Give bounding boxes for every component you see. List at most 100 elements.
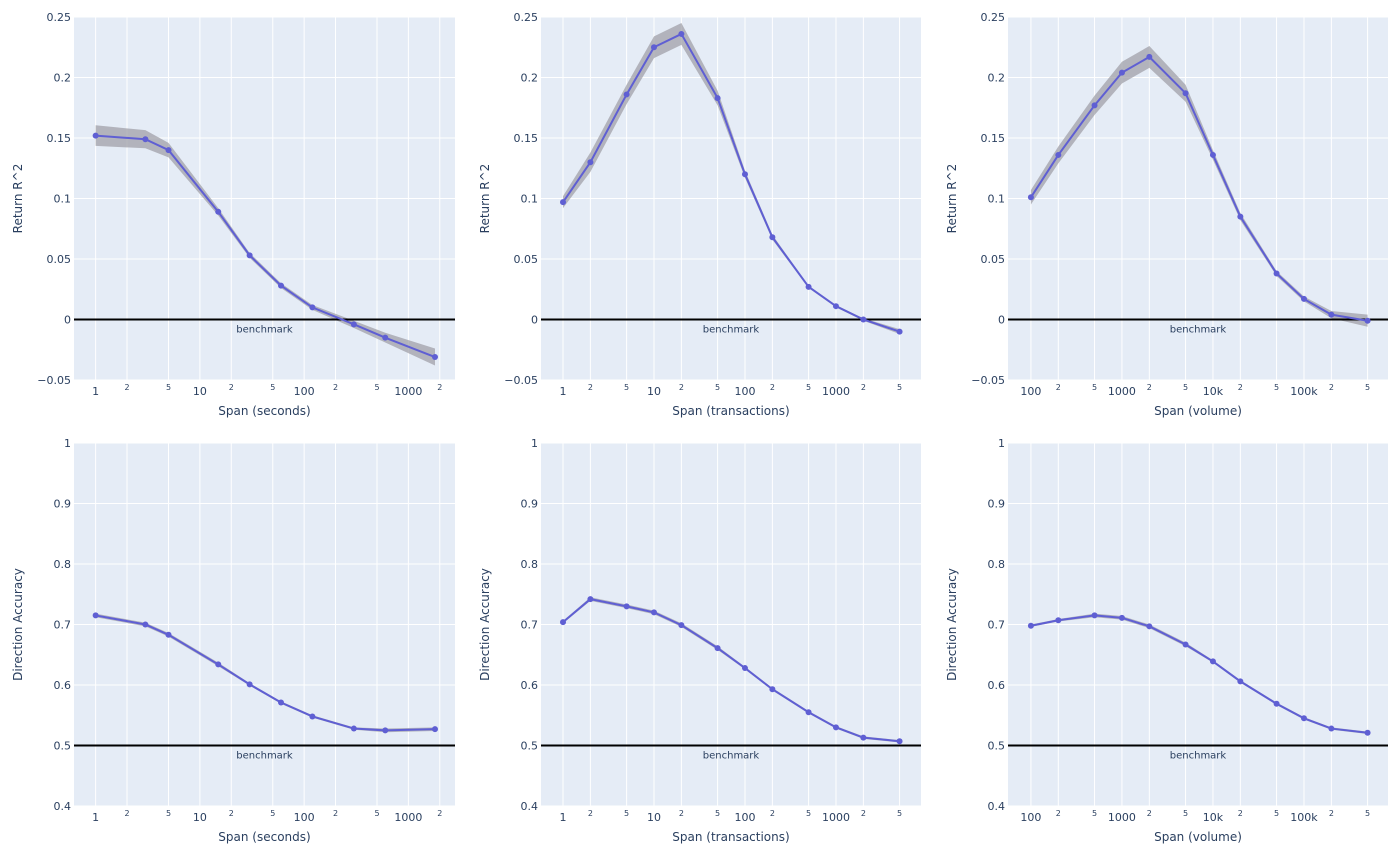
y-tick-label: 1: [998, 437, 1005, 450]
y-tick-label: 0.9: [988, 498, 1006, 511]
data-point: [805, 709, 812, 716]
x-tick-label: 100: [294, 811, 315, 824]
data-point: [1027, 622, 1034, 629]
x-tick-label: 2: [1147, 809, 1152, 818]
x-tick-label: 5: [624, 383, 629, 392]
y-axis-title: Return R^2: [945, 164, 959, 234]
x-tick-label: 2: [124, 383, 129, 392]
x-tick-label: 2: [229, 383, 234, 392]
y-tick-label: 1: [64, 437, 71, 450]
x-tick-label: 1000: [822, 385, 850, 398]
x-tick-label: 5: [897, 383, 902, 392]
x-tick-label: 1000: [394, 811, 422, 824]
data-point: [832, 724, 839, 731]
data-point: [309, 304, 316, 311]
data-point: [350, 321, 357, 328]
y-tick-label: 0.7: [521, 619, 539, 632]
x-tick-label: 2: [333, 383, 338, 392]
y-tick-label: 0.4: [521, 800, 539, 813]
data-point: [1273, 700, 1280, 707]
data-point: [587, 596, 594, 603]
x-tick-label: 2: [437, 809, 442, 818]
y-tick-label: 0.5: [54, 740, 72, 753]
x-tick-label: 5: [166, 809, 171, 818]
data-point: [741, 171, 748, 178]
data-point: [678, 622, 685, 629]
x-tick-label: 100: [1020, 385, 1041, 398]
y-tick-label: −0.05: [971, 374, 1005, 387]
x-tick-label: 2: [861, 809, 866, 818]
x-tick-label: 100: [1020, 811, 1041, 824]
data-point: [832, 303, 839, 310]
series-line: [1030, 614, 1368, 734]
x-tick-label: 100k: [1290, 811, 1318, 824]
data-point: [1300, 715, 1307, 722]
x-tick-label: 2: [124, 809, 129, 818]
x-tick-label: 5: [166, 383, 171, 392]
confidence-band: [95, 125, 435, 366]
data-point: [860, 316, 867, 323]
x-tick-label: 5: [270, 383, 275, 392]
data-point: [215, 208, 222, 215]
x-tick-label: 2: [679, 383, 684, 392]
x-tick-label: 2: [588, 383, 593, 392]
data-point: [431, 354, 438, 361]
y-tick-label: 0.1: [54, 193, 72, 206]
y-tick-label: 0.7: [988, 619, 1006, 632]
x-tick-label: 2: [770, 809, 775, 818]
y-tick-label: 0.25: [47, 11, 72, 24]
x-tick-label: 2: [229, 809, 234, 818]
data-point: [215, 661, 222, 668]
y-tick-label: 0.15: [981, 132, 1006, 145]
x-axis-title: Span (transactions): [672, 830, 789, 844]
x-tick-label: 1: [560, 811, 567, 824]
data-point: [560, 199, 567, 206]
x-tick-label: 5: [374, 383, 379, 392]
x-tick-label: 10k: [1203, 811, 1224, 824]
x-tick-label: 2: [1329, 809, 1334, 818]
data-point: [278, 282, 285, 289]
x-tick-label: 2: [1056, 809, 1061, 818]
data-point: [1273, 270, 1280, 277]
data-point: [246, 252, 253, 259]
data-point: [1364, 317, 1371, 324]
x-tick-label: 2: [1329, 383, 1334, 392]
y-tick-label: 0.15: [514, 132, 539, 145]
x-tick-label: 2: [1056, 383, 1061, 392]
y-tick-label: 0.05: [47, 253, 72, 266]
y-tick-label: 0: [531, 314, 538, 327]
x-tick-label: 2: [770, 383, 775, 392]
data-point: [165, 631, 172, 638]
subplot-6: 0.4 0.5 0.6 0.7 0.8 0.9 1 100 2 5 1000 2 5 10k 2 5 100k 2…: [945, 437, 1388, 844]
y-tick-label: 0.2: [521, 72, 539, 85]
x-tick-label: 2: [588, 809, 593, 818]
x-tick-label: 5: [1274, 809, 1279, 818]
y-tick-label: 0.6: [54, 679, 72, 692]
x-axis-title: Span (seconds): [218, 830, 310, 844]
data-point: [142, 136, 149, 143]
subplot-1: −0.05 0 0.05 0.1 0.15 0.2 0.25 1 2 5 10 2 5 100 2 5 1000…: [11, 11, 455, 418]
series-line: [95, 134, 436, 358]
x-tick-label: 5: [715, 809, 720, 818]
y-tick-label: 0.4: [54, 800, 72, 813]
y-tick-label: 0.6: [988, 679, 1006, 692]
x-tick-label: 5: [897, 809, 902, 818]
data-point: [623, 91, 630, 98]
y-tick-label: 0.1: [521, 193, 539, 206]
x-tick-label: 1000: [822, 811, 850, 824]
data-point: [431, 726, 438, 733]
data-point: [714, 645, 721, 652]
y-axis-title: Direction Accuracy: [478, 568, 492, 681]
x-axis-title: Span (seconds): [218, 404, 310, 418]
y-tick-label: 0.9: [521, 498, 539, 511]
data-point: [1328, 725, 1335, 732]
data-point: [1055, 151, 1062, 158]
series-line: [562, 598, 900, 743]
subplot-5: 0.4 0.5 0.6 0.7 0.8 0.9 1 1 2 5 10 2 5 100 2 5 1000 2 5 ben…: [478, 437, 921, 844]
data-point: [805, 283, 812, 290]
series-line: [562, 32, 900, 333]
subplot-2: −0.05 0 0.05 0.1 0.15 0.2 0.25 1 2 5 10 2 5 100 2 5 1000…: [478, 11, 921, 418]
x-tick-label: 5: [715, 383, 720, 392]
data-point: [650, 44, 657, 51]
data-point: [1328, 311, 1335, 318]
